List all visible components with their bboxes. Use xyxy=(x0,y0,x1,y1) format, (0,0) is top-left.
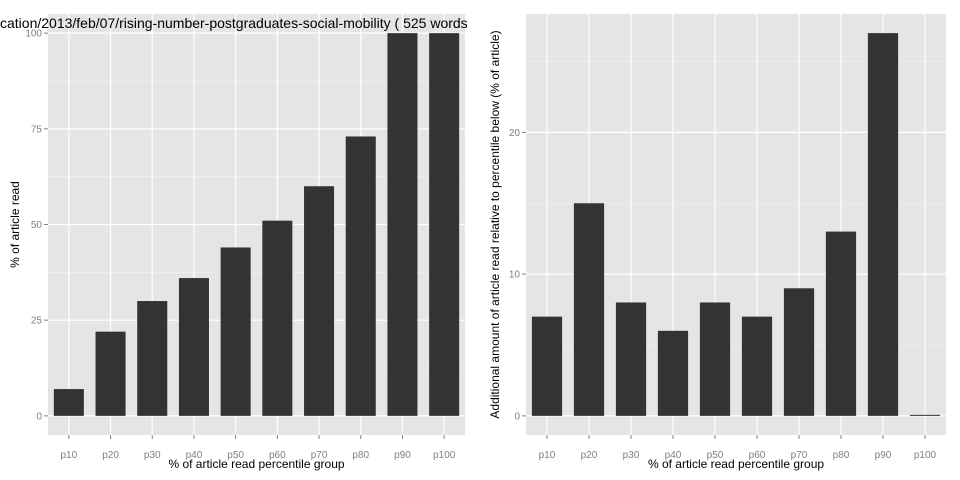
x-axis-title: % of article read percentile group xyxy=(648,457,824,471)
bar-p10 xyxy=(53,389,84,416)
bar-p60 xyxy=(741,316,773,416)
y-tick-label: 100 xyxy=(25,29,42,40)
bar-p90 xyxy=(867,33,899,416)
bar-p50 xyxy=(220,247,251,416)
y-tick-label: 50 xyxy=(31,220,43,231)
x-tick-label: p80 xyxy=(833,450,850,461)
y-tick-label: 25 xyxy=(31,316,43,327)
plot-title: cation/2013/feb/07/rising-number-postgra… xyxy=(0,15,468,31)
bar-p100 xyxy=(909,414,941,416)
x-tick-label: p50 xyxy=(707,450,724,461)
bar-p90 xyxy=(387,33,418,416)
x-tick-label: p70 xyxy=(311,450,328,461)
x-tick-label: p60 xyxy=(749,450,766,461)
bar-p10 xyxy=(531,316,563,416)
bar-p30 xyxy=(137,301,168,416)
x-tick-label: p60 xyxy=(269,450,286,461)
y-tick-label: 0 xyxy=(514,411,520,422)
bar-p80 xyxy=(825,231,857,416)
bar-p20 xyxy=(573,203,605,416)
x-tick-label: p100 xyxy=(433,450,456,461)
x-tick-label: p10 xyxy=(539,450,556,461)
x-tick-label: p80 xyxy=(352,450,369,461)
x-tick-label: p90 xyxy=(875,450,892,461)
bar-p40 xyxy=(657,330,689,416)
x-tick-label: p90 xyxy=(394,450,411,461)
x-tick-label: p40 xyxy=(186,450,203,461)
y-tick-label: 10 xyxy=(509,270,521,281)
bar-p70 xyxy=(304,186,335,416)
bar-p60 xyxy=(262,220,293,416)
y-tick-label: 20 xyxy=(509,128,521,139)
x-tick-label: p30 xyxy=(623,450,640,461)
y-tick-label: 0 xyxy=(36,411,42,422)
x-tick-label: p20 xyxy=(581,450,598,461)
bar-p80 xyxy=(345,136,376,416)
bar-p70 xyxy=(783,288,815,416)
y-axis-title: % of article read xyxy=(8,181,22,268)
chart-panel-1: 0 25 50 75 100 p10 p20 p30 p40 p50 p60 p70 p80 p90 p10… xyxy=(0,14,468,471)
bar-p30 xyxy=(615,302,647,416)
x-tick-label: p30 xyxy=(144,450,161,461)
x-tick-label: p70 xyxy=(791,450,808,461)
x-tick-label: p40 xyxy=(665,450,682,461)
bar-p100 xyxy=(429,33,460,416)
x-tick-label: p50 xyxy=(227,450,244,461)
bar-p50 xyxy=(699,302,731,416)
x-tick-label: p20 xyxy=(102,450,119,461)
bar-p20 xyxy=(95,331,126,416)
x-tick-label: p10 xyxy=(61,450,78,461)
y-tick-label: 75 xyxy=(31,124,43,135)
chart-panel-2: 0 10 20 p10 p20 p30 p40 p50 p60 p70 p80 p90 p100 % of… xyxy=(488,14,946,471)
x-tick-label: p100 xyxy=(914,450,937,461)
x-axis-title: % of article read percentile group xyxy=(168,457,344,471)
bar-p40 xyxy=(178,278,209,416)
y-axis-title: Additional amount of article read relati… xyxy=(488,30,502,418)
